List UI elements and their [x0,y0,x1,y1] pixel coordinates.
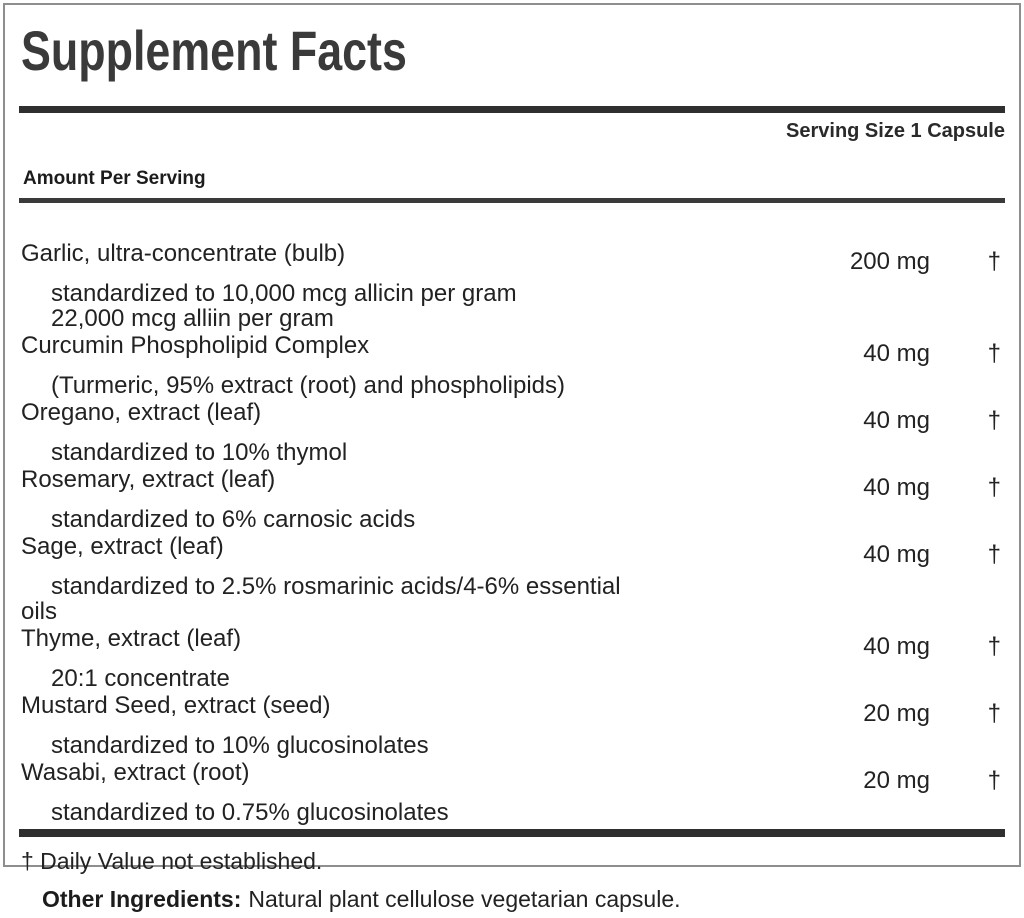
ingredient-detail: standardized to 10,000 mcg allicin per g… [51,280,517,307]
ingredient-detail: 22,000 mcg alliin per gram [51,305,334,332]
ingredient-main-line: Rosemary, extract (leaf) 40 mg † [19,466,1005,500]
ingredient-name: Sage, extract (leaf) [21,533,224,560]
supplement-facts-panel: Supplement Facts Serving Size 1 Capsule … [3,3,1021,874]
ingredient-row: Wasabi, extract (root) 20 mg † standardi… [19,760,1005,825]
daily-value-dagger: † [987,541,1001,568]
ingredient-amount: 20 mg [863,700,930,727]
ingredient-name: Garlic, ultra-concentrate (bulb) [21,240,346,267]
ingredient-row: Garlic, ultra-concentrate (bulb) 200 mg … [19,241,1005,331]
daily-value-dagger: † [987,474,1001,501]
ingredient-main-line: Oregano, extract (leaf) 40 mg † [19,399,1005,433]
ingredient-main-line: Garlic, ultra-concentrate (bulb) 200 mg … [19,240,1005,274]
ingredient-detail: standardized to 6% carnosic acids [51,506,416,533]
ingredient-detail: standardized to 0.75% glucosinolates [51,799,449,826]
ingredient-amount: 40 mg [863,340,930,367]
ingredient-amount: 200 mg [849,248,930,275]
daily-value-dagger: † [987,633,1001,660]
ingredient-name: Thyme, extract (leaf) [21,625,242,652]
ingredient-name: Rosemary, extract (leaf) [21,466,276,493]
daily-value-dagger: † [987,407,1001,434]
ingredient-name: Curcumin Phospholipid Complex [21,332,370,359]
ingredient-amount: 40 mg [863,541,930,568]
daily-value-footnote: † Daily Value not established. [21,848,323,874]
ingredient-row: Rosemary, extract (leaf) 40 mg † standar… [19,467,1005,532]
ingredient-row: Oregano, extract (leaf) 40 mg † standard… [19,400,1005,465]
daily-value-dagger: † [987,340,1001,367]
ingredient-amount: 40 mg [863,633,930,660]
ingredient-amount: 20 mg [863,767,930,794]
page-title-text: Supplement Facts [21,19,407,82]
ingredient-main-line: Mustard Seed, extract (seed) 20 mg † [19,692,1005,726]
footnote-divider-bar [19,829,1005,837]
ingredient-main-line: Sage, extract (leaf) 40 mg † [19,533,1005,567]
ingredient-detail: 20:1 concentrate [51,665,230,692]
ingredient-main-line: Thyme, extract (leaf) 40 mg † [19,625,1005,659]
ingredient-name: Wasabi, extract (root) [21,759,250,786]
amount-per-serving-header: Amount Per Serving [23,168,206,189]
ingredient-amount: 40 mg [863,474,930,501]
ingredient-row: Thyme, extract (leaf) 40 mg † 20:1 conce… [19,626,1005,691]
ingredient-row: Curcumin Phospholipid Complex 40 mg † (T… [19,333,1005,398]
ingredient-detail: oils [21,598,58,625]
ingredient-rows: Garlic, ultra-concentrate (bulb) 200 mg … [19,241,1005,825]
ingredient-detail: standardized to 2.5% rosmarinic acids/4-… [51,573,621,600]
amount-header-divider [19,198,1005,203]
ingredient-main-line: Curcumin Phospholipid Complex 40 mg † [19,332,1005,366]
daily-value-dagger: † [987,248,1001,275]
daily-value-dagger: † [987,767,1001,794]
ingredient-row: Mustard Seed, extract (seed) 20 mg † sta… [19,693,1005,758]
ingredient-row: Sage, extract (leaf) 40 mg † standardize… [19,534,1005,624]
ingredient-detail: (Turmeric, 95% extract (root) and phosph… [51,372,565,399]
other-ingredients: Other Ingredients: Natural plant cellulos… [42,886,681,912]
ingredient-detail: standardized to 10% glucosinolates [51,732,429,759]
serving-size-text: Serving Size 1 Capsule [786,120,1005,142]
page-title: Supplement Facts [21,21,1005,96]
ingredient-name: Oregano, extract (leaf) [21,399,262,426]
ingredient-amount: 40 mg [863,407,930,434]
ingredient-name: Mustard Seed, extract (seed) [21,692,331,719]
ingredient-main-line: Wasabi, extract (root) 20 mg † [19,759,1005,793]
ingredient-detail: standardized to 10% thymol [51,439,348,466]
header-divider-bar [19,106,1005,113]
daily-value-dagger: † [987,700,1001,727]
other-ingredients-label: Other Ingredients: [42,886,242,912]
other-ingredients-text: Natural plant cellulose vegetarian capsu… [248,886,681,912]
